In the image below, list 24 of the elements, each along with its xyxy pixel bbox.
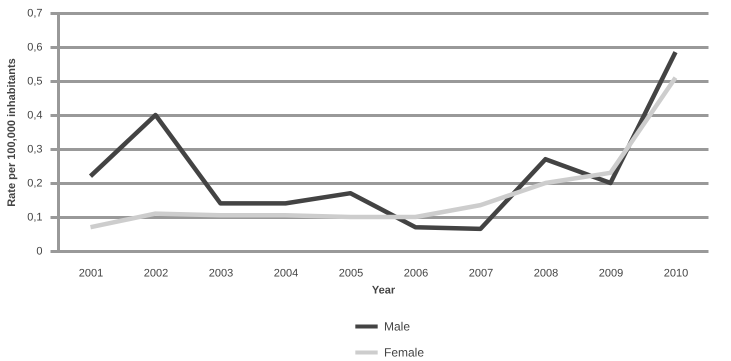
line-series: [88, 50, 678, 232]
legend-label: Male: [384, 320, 410, 334]
y-tick-label: 0,1: [27, 212, 42, 224]
x-tick-label: 2010: [664, 268, 688, 280]
y-tick-label: 0,7: [27, 8, 42, 20]
x-tick-label: 2005: [338, 268, 364, 280]
y-tick-label: 0,5: [27, 76, 42, 88]
line-series: [88, 75, 678, 230]
y-tick-label: 0,4: [27, 110, 42, 122]
x-tick-label: 2002: [144, 268, 168, 280]
x-tick-label: 2004: [274, 268, 298, 280]
y-tick-label: 0: [36, 246, 42, 258]
y-axis-title: Rate per 100,000 inhabitants: [6, 58, 18, 207]
y-tick-label: 0,6: [27, 42, 42, 54]
x-tick-label: 2006: [404, 268, 428, 280]
x-tick-label: 2001: [78, 268, 104, 280]
legend-label: Female: [384, 346, 424, 360]
x-axis-title: Year: [372, 284, 396, 296]
x-tick-label: 2003: [208, 268, 234, 280]
y-tick-label: 0,2: [27, 178, 42, 190]
y-tick-label: 0,3: [27, 144, 42, 156]
x-tick-label: 2007: [468, 268, 494, 280]
x-tick-label: 2009: [598, 268, 624, 280]
x-tick-label: 2008: [534, 268, 558, 280]
